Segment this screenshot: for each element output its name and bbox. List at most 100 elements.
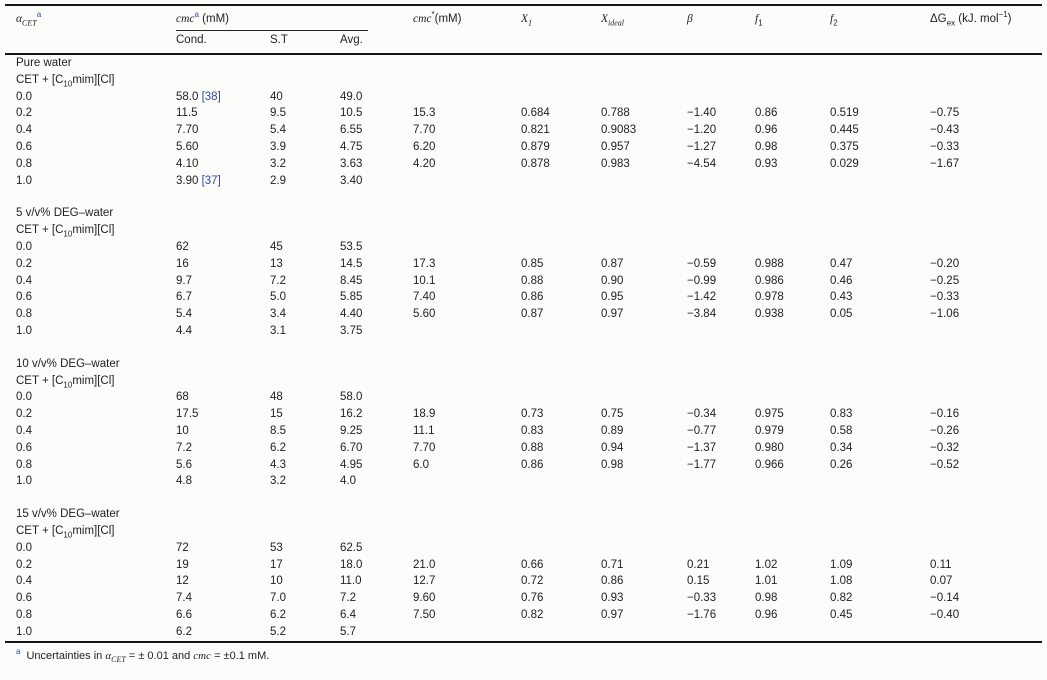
cmc-group-underline: cmca (mM) — [176, 10, 368, 31]
x1-cell: 0.86 — [521, 458, 544, 471]
f2-cell: 0.82 — [830, 592, 853, 605]
f1-cell: 0.986 — [755, 274, 784, 287]
x1-cell: 0.878 — [521, 157, 550, 170]
citation-ref-link[interactable]: [37] — [201, 174, 221, 187]
section-solvent-row: Pure water — [5, 54, 1042, 72]
system-text: CET + [C — [16, 374, 64, 387]
cmc-star-label: cmc — [413, 13, 432, 25]
cmc-cond-cell: 16 — [176, 257, 189, 270]
x-ideal-cell — [601, 173, 687, 190]
x-ideal-cell — [601, 624, 687, 642]
footnote-cmc-label: cmc — [193, 649, 212, 662]
cmc-avg-cell: 62.5 — [340, 541, 363, 554]
data-row: 0.8 5.6 4.3 4.95 6.0 0.86 0.98 −1.77 0.966 0.26 −0… — [5, 457, 1042, 474]
cmc-avg-cell: 5.85 — [340, 291, 363, 304]
cmc-st-cell: 9.5 — [270, 107, 286, 120]
x1-label: X — [521, 13, 529, 25]
f2-cell — [830, 389, 930, 406]
cmc-label: cmc — [176, 13, 195, 25]
cmc-star-cell — [413, 239, 521, 256]
alpha-cet-cell: 0.2 — [16, 107, 32, 120]
system-text: mim][Cl] — [72, 524, 115, 537]
f2-cell: 0.45 — [830, 608, 853, 621]
x-ideal-cell: 0.97 — [601, 308, 624, 321]
x-ideal-cell: 0.93 — [601, 592, 624, 605]
f1-cell — [755, 389, 830, 406]
cmc-st-cell: 13 — [270, 257, 283, 270]
citation-ref-link[interactable]: [38] — [201, 90, 221, 103]
system-text: mim][Cl] — [72, 73, 115, 86]
beta-cell: 0.21 — [687, 558, 710, 571]
dg-ex-cell: −0.75 — [930, 107, 960, 120]
x1-cell: 0.684 — [521, 107, 550, 120]
f1-cell: 0.978 — [755, 291, 784, 304]
f2-cell — [830, 239, 930, 256]
cmc-st-cell: 7.2 — [270, 274, 286, 287]
dg-ex-cell: 0.11 — [930, 558, 952, 571]
x-ideal-cell: 0.89 — [601, 424, 624, 437]
section-spacer-cell — [5, 340, 1042, 356]
data-row: 0.4 10 8.5 9.25 11.1 0.83 0.89 −0.77 0.979 0.58 −0… — [5, 423, 1042, 440]
section-system-row: CET + [C10mim][Cl] — [5, 72, 1042, 89]
beta-cell: −1.27 — [687, 140, 717, 153]
cmc-avg-cell: 16.2 — [340, 408, 363, 421]
x-ideal-cell — [601, 389, 687, 406]
alpha-cet-cell: 0.0 — [16, 541, 32, 554]
x1-cell — [521, 389, 601, 406]
alpha-cet-cell: 0.4 — [16, 575, 32, 588]
cmc-avg-cell: 14.5 — [340, 257, 363, 270]
alpha-cet-cell: 0.6 — [16, 140, 32, 153]
data-row: 0.8 4.10 3.2 3.63 4.20 0.878 0.983 −4.54 0.93 0.0… — [5, 156, 1042, 173]
dgex-label: ΔG — [930, 13, 947, 25]
section-solvent-row: 10 v/v% DEG–water — [5, 356, 1042, 373]
f2-cell: 0.34 — [830, 441, 853, 454]
table-header: αCETa cmca (mM) cmc*(mM) X1 Xideal β f1 … — [5, 5, 1042, 54]
cmc-star-cell: 5.60 — [413, 308, 436, 321]
x1-cell — [521, 473, 601, 490]
footnote-marker-link[interactable]: a — [36, 10, 42, 20]
cmc-st-cell: 15 — [270, 408, 283, 421]
col-header-dgex: ΔGex (kJ. mol−1) — [930, 5, 1042, 54]
section-spacer-cell — [5, 490, 1042, 506]
data-row: 0.6 6.7 5.0 5.85 7.40 0.86 0.95 −1.42 0.978 0.43 −… — [5, 289, 1042, 306]
f2-cell: 0.58 — [830, 424, 853, 437]
system-text: mim][Cl] — [72, 374, 115, 387]
cmc-avg-cell: 3.75 — [340, 324, 363, 337]
beta-cell: −1.77 — [687, 458, 717, 471]
table-body: Pure water CET + [C10mim][Cl] 0.0 58.0 [38]… — [5, 54, 1042, 642]
section-solvent-row: 15 v/v% DEG–water — [5, 506, 1042, 523]
section-spacer-cell — [5, 189, 1042, 205]
cmc-st-cell: 3.2 — [270, 157, 286, 170]
dg-ex-cell: −0.32 — [930, 441, 960, 454]
beta-cell — [687, 239, 755, 256]
cmc-cond-cell: 6.6 — [176, 608, 192, 621]
footnote-marker-link[interactable]: a — [194, 10, 199, 20]
f1-cell — [755, 624, 830, 642]
cmc-st-cell: 53 — [270, 541, 283, 554]
xideal-subscript: ideal — [608, 18, 625, 28]
data-row: 0.4 9.7 7.2 8.45 10.1 0.88 0.90 −0.99 0.986 0.46 −… — [5, 273, 1042, 290]
cmc-star-cell: 7.40 — [413, 291, 436, 304]
x1-cell: 0.88 — [521, 274, 544, 287]
dg-ex-cell — [930, 323, 1042, 340]
cmc-avg-cell: 11.0 — [340, 575, 362, 588]
cmc-cond-cell: 5.4 — [176, 308, 192, 321]
cmc-star-asterisk: * — [431, 10, 435, 20]
x1-cell — [521, 239, 601, 256]
data-row: 1.0 4.4 3.1 3.75 — [5, 323, 1042, 340]
dg-ex-cell — [930, 89, 1042, 106]
cmc-avg-cell: 53.5 — [340, 240, 363, 253]
alpha-cet-cell: 0.2 — [16, 408, 32, 421]
system-text: CET + [C — [16, 73, 64, 86]
x1-cell — [521, 624, 601, 642]
alpha-cet-cell: 0.0 — [16, 391, 32, 404]
data-row: 0.2 17.5 15 16.2 18.9 0.73 0.75 −0.34 0.975 0.83 −… — [5, 406, 1042, 423]
cmc-cond-cell: 7.2 — [176, 441, 192, 454]
x1-cell: 0.76 — [521, 592, 544, 605]
cmc-st-cell: 3.1 — [270, 324, 286, 337]
cmc-avg-cell: 3.40 — [340, 174, 363, 187]
cmc-avg-cell: 4.95 — [340, 458, 363, 471]
beta-cell: −0.99 — [687, 274, 717, 287]
alpha-cet-cell: 0.2 — [16, 558, 32, 571]
f2-cell: 0.43 — [830, 291, 853, 304]
